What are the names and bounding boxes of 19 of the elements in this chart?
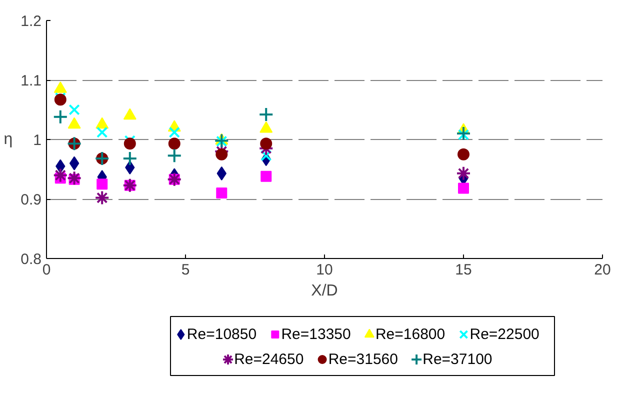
x-axis-title: X/D bbox=[311, 282, 338, 300]
x-tick-label: 0 bbox=[42, 262, 51, 278]
legend-label: Re=13350 bbox=[281, 326, 351, 343]
x-tick-label: 15 bbox=[455, 262, 472, 278]
y-tick-label: 1.2 bbox=[20, 13, 42, 30]
y-tick-label: 1.1 bbox=[20, 72, 42, 90]
y-axis-title: η bbox=[4, 131, 13, 148]
y-tick-label: 0.9 bbox=[20, 192, 42, 208]
legend-label: Re=16800 bbox=[375, 326, 446, 343]
legend-label: Re=10850 bbox=[186, 326, 257, 343]
x-tick-label: 10 bbox=[316, 262, 333, 278]
legend-label: Re=24650 bbox=[234, 351, 304, 368]
x-tick-label: 5 bbox=[181, 262, 190, 278]
legend-label: Re=37100 bbox=[422, 351, 492, 368]
x-tick-label: 20 bbox=[594, 262, 611, 278]
y-tick-label: 0.8 bbox=[20, 251, 42, 268]
legend-label: Re=31560 bbox=[328, 351, 398, 368]
legend-label: Re=22500 bbox=[470, 326, 540, 343]
y-tick-label: 1 bbox=[33, 132, 42, 149]
